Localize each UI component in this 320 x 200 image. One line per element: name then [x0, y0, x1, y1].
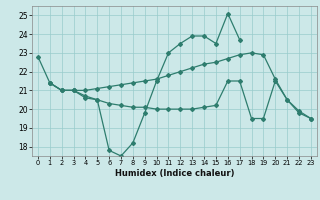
X-axis label: Humidex (Indice chaleur): Humidex (Indice chaleur): [115, 169, 234, 178]
